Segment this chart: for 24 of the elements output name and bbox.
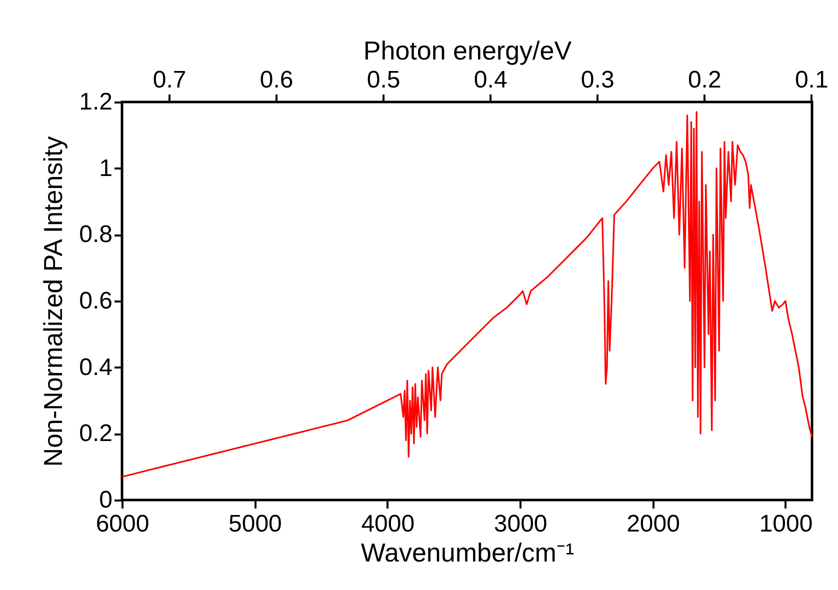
x-tick-label: 6000 bbox=[96, 510, 150, 538]
x-tick-label: 5000 bbox=[228, 510, 282, 538]
x-tick-label: 4000 bbox=[361, 510, 415, 538]
x2-tick-label: 0.2 bbox=[688, 66, 722, 94]
x2-tick-label: 0.3 bbox=[580, 66, 614, 94]
y-tick-label: 0.8 bbox=[79, 221, 112, 248]
y-tick-label: 1 bbox=[99, 154, 112, 182]
x-tick-label: 1000 bbox=[759, 510, 813, 538]
y-tick-label: 1.2 bbox=[79, 88, 112, 116]
y-tick-label: 0.4 bbox=[79, 354, 112, 381]
x2-tick-label: 0.7 bbox=[152, 66, 186, 94]
x2-axis-title: Photon energy/eV bbox=[363, 36, 572, 66]
x2-tick-label: 0.5 bbox=[366, 66, 400, 94]
line-series bbox=[121, 111, 813, 478]
x2-tick-label: 0.1 bbox=[794, 66, 828, 94]
x-axis-title: Wavenumber/cm⁻¹ bbox=[360, 538, 574, 568]
y-tick-label: 0 bbox=[99, 486, 112, 514]
x-tick-label: 2000 bbox=[626, 510, 680, 538]
y-tick-label: 0.2 bbox=[79, 420, 112, 448]
y-axis-title: Non-Normalized PA Intensity bbox=[38, 136, 68, 467]
x2-tick-label: 0.6 bbox=[260, 66, 294, 94]
y-tick-label: 0.6 bbox=[79, 288, 112, 314]
x2-tick-label: 0.4 bbox=[474, 66, 508, 94]
x-tick-label: 3000 bbox=[494, 510, 548, 538]
